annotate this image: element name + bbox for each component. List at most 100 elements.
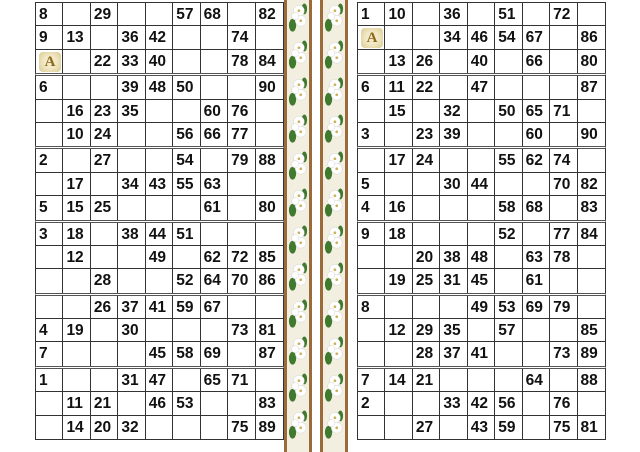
empty-cell [577,149,605,173]
logo-icon: A [361,28,383,49]
empty-cell [118,342,146,366]
bingo-ticket: 17 24 55 62 74 5 30 44 70 82 4 16 58 68 83 [357,146,606,220]
number-cell: 45 [146,342,174,366]
empty-cell [118,196,146,220]
empty-cell [201,49,229,74]
empty-cell [146,269,174,293]
empty-cell [36,269,64,293]
empty-cell [63,295,91,320]
empty-cell [413,196,441,220]
number-cell: 70 [550,172,578,197]
empty-cell [358,319,386,343]
empty-cell [412,26,441,50]
number-cell: 73 [550,342,578,366]
number-cell: 35 [118,99,146,123]
empty-cell [200,76,229,100]
number-cell: 79 [550,295,578,320]
number-cell: 62 [522,149,551,173]
number-cell: 42 [467,392,496,416]
number-cell: 28 [413,342,441,366]
empty-cell [145,319,174,343]
number-cell: 32 [118,415,146,440]
flower-icon [324,262,344,291]
empty-cell [495,122,523,147]
empty-cell [550,76,578,100]
number-cell: 67 [522,26,551,50]
empty-cell [522,172,551,197]
number-cell: 48 [145,76,174,100]
number-cell: 39 [440,122,468,147]
number-cell: 86 [258,272,276,290]
number-cell: 71 [550,99,578,123]
number-cell: 41 [468,342,496,366]
empty-cell [173,49,201,74]
number-cell: 64 [201,269,229,293]
empty-cell [63,3,91,27]
number-cell: 25 [413,269,441,293]
empty-cell [467,222,496,246]
number-cell: 30 [118,319,146,343]
empty-cell [412,172,441,197]
empty-cell [358,245,386,270]
number-cell: 2 [36,149,64,173]
number-cell: 25 [91,196,119,220]
flower-icon [288,410,308,439]
number-cell: 52 [495,222,523,246]
empty-cell [228,222,256,246]
empty-cell [36,172,64,197]
number-cell: 49 [145,245,174,270]
empty-cell [90,76,119,100]
empty-cell [91,342,119,366]
empty-cell [228,295,256,320]
number-cell: 56 [173,122,201,147]
number-cell: 70 [228,269,256,293]
flower-icon [324,3,344,32]
empty-cell [440,149,468,173]
number-cell: 36 [118,26,146,50]
empty-cell [522,76,551,100]
number-cell: 6 [36,76,64,100]
number-cell: 46 [467,26,496,50]
number-cell: 23 [413,122,441,147]
empty-cell [550,196,578,220]
number-cell: 43 [468,415,496,440]
empty-cell [577,392,605,416]
empty-cell [467,3,496,27]
number-cell: 17 [63,172,91,197]
empty-cell [440,49,468,74]
number-cell: 65 [522,99,551,123]
empty-cell [440,196,468,220]
empty-cell [90,222,119,246]
empty-cell [255,369,283,393]
number-cell: 37 [118,295,146,320]
empty-cell [173,415,201,440]
number-cell: 65 [200,368,229,393]
number-cell: 28 [91,269,119,293]
number-cell: 42 [145,26,174,50]
number-cell: 48 [467,245,496,270]
bingo-ticket: 8 49 53 69 79 12 29 35 57 85 28 37 41 73 89 [357,292,606,366]
number-cell: 63 [522,245,551,270]
number-cell: 75 [228,415,256,440]
number-cell: 71 [228,368,256,393]
empty-cell [63,368,91,393]
number-cell: 39 [118,76,146,100]
number-cell: 30 [440,172,468,197]
number-cell: 6 [358,76,386,100]
bingo-ticket: 1 10 36 51 72 A 34 46 54 67 86 13 26 40 66 80 [357,2,606,74]
empty-cell [173,196,201,220]
flower-icon [288,151,308,180]
number-cell: 38 [118,222,146,246]
number-cell: 56 [495,392,523,416]
empty-cell [522,392,551,416]
number-cell: 87 [258,345,276,363]
number-cell: 16 [63,99,91,123]
empty-cell [523,342,551,366]
empty-cell [577,296,605,320]
flower-icon [288,336,308,365]
flower-border-strip [284,0,312,452]
empty-cell [228,76,256,100]
number-cell: 35 [440,319,468,343]
empty-cell [577,100,605,123]
number-cell: 43 [145,172,174,197]
